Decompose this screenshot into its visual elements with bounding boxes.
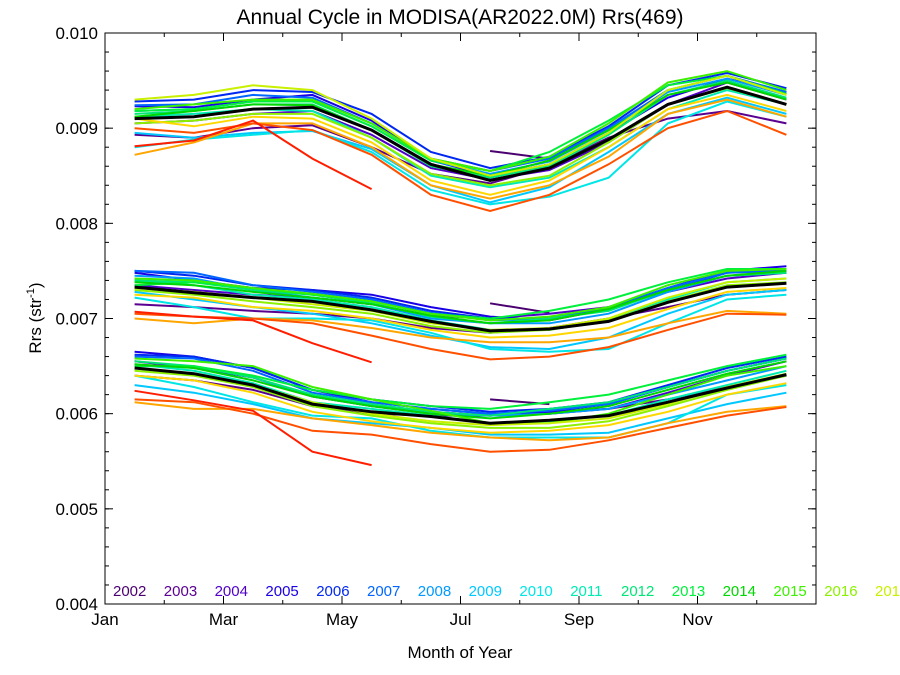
x-tick-label: Nov (682, 610, 713, 629)
legend-item-2013: 2013 (672, 583, 705, 600)
legend-item-2005: 2005 (265, 583, 298, 600)
series-line-lower-series-2012 (134, 357, 787, 417)
chart-title: Annual Cycle in MODISA(AR2022.0M) Rrs(46… (237, 6, 684, 29)
x-tick-label: May (326, 610, 359, 629)
series-line-lower-series-2013 (134, 353, 787, 410)
legend-item-2007: 2007 (367, 583, 400, 600)
climatology-line-upper (134, 85, 787, 183)
series-line-upper-2020 (134, 109, 787, 213)
series-layer (134, 70, 787, 467)
x-tick-label: Jan (91, 610, 118, 629)
legend-item-2010: 2010 (519, 583, 552, 600)
series-line-upper-2019 (134, 98, 787, 200)
y-tick-label: 0.006 (55, 405, 98, 424)
legend-item-2014: 2014 (723, 583, 756, 600)
y-tick-label: 0.007 (55, 310, 98, 329)
x-tick-label: Mar (209, 610, 239, 629)
y-tick-label: 0.010 (55, 24, 98, 43)
legend-item-2012: 2012 (621, 583, 654, 600)
series-line-upper-2015 (134, 70, 787, 173)
legend-item-2008: 2008 (418, 583, 451, 600)
series-line-lower-series-2018 (134, 374, 787, 434)
series-line-middle-2015 (134, 268, 787, 322)
legend-item-2009: 2009 (469, 583, 502, 600)
series-line-upper-2002 (489, 150, 550, 160)
legend: 2002 2003 2004 2005 2006 2007 2008 2009 2010 2011… (113, 583, 900, 600)
series-line-middle-2021 (134, 310, 372, 364)
x-axis-label: Month of Year (408, 643, 513, 662)
series-line-middle-2020 (134, 312, 787, 361)
legend-item-2017: 2017 (875, 583, 900, 600)
series-line-upper-2014 (134, 81, 787, 177)
series-line-middle-2018 (134, 287, 787, 339)
y-axis-label-close: ) (26, 282, 45, 288)
climatology-line-lower (134, 366, 787, 425)
series-line-lower-series-2021 (134, 389, 372, 467)
y-tick-label: 0.005 (55, 500, 98, 519)
y-tick-label: 0.008 (55, 214, 98, 233)
y-axis-label-sup: -1 (25, 288, 37, 298)
y-axis-label-main: Rrs (str (26, 298, 45, 354)
legend-item-2004: 2004 (215, 583, 248, 600)
climatology-line-middle (134, 281, 787, 333)
series-line-lower-series-2016 (134, 369, 787, 429)
series-line-upper-2017 (134, 74, 787, 177)
legend-item-2003: 2003 (164, 583, 197, 600)
legend-item-2002: 2002 (113, 583, 146, 600)
y-tick-label: 0.004 (55, 595, 98, 614)
series-line-lower-series-2020 (134, 398, 787, 453)
legend-item-2011: 2011 (570, 583, 602, 600)
x-tick-label: Sep (564, 610, 594, 629)
series-line-upper-2021 (134, 119, 373, 190)
legend-item-2016: 2016 (824, 583, 857, 600)
legend-item-2006: 2006 (316, 583, 349, 600)
legend-item-2015: 2015 (773, 583, 806, 600)
series-line-lower-series-2015 (134, 357, 787, 425)
y-axis-label: Rrs (str-1) (25, 282, 45, 353)
y-tick-label: 0.009 (55, 119, 98, 138)
series-line-middle-2014 (134, 269, 787, 325)
axes-layer: 0.004 0.005 0.006 0.007 0.008 0.009 0.010 Jan Ma… (55, 24, 817, 629)
series-line-upper-2010 (134, 100, 787, 206)
x-tick-label: Jul (450, 610, 472, 629)
series-line-upper-2018 (134, 93, 787, 196)
